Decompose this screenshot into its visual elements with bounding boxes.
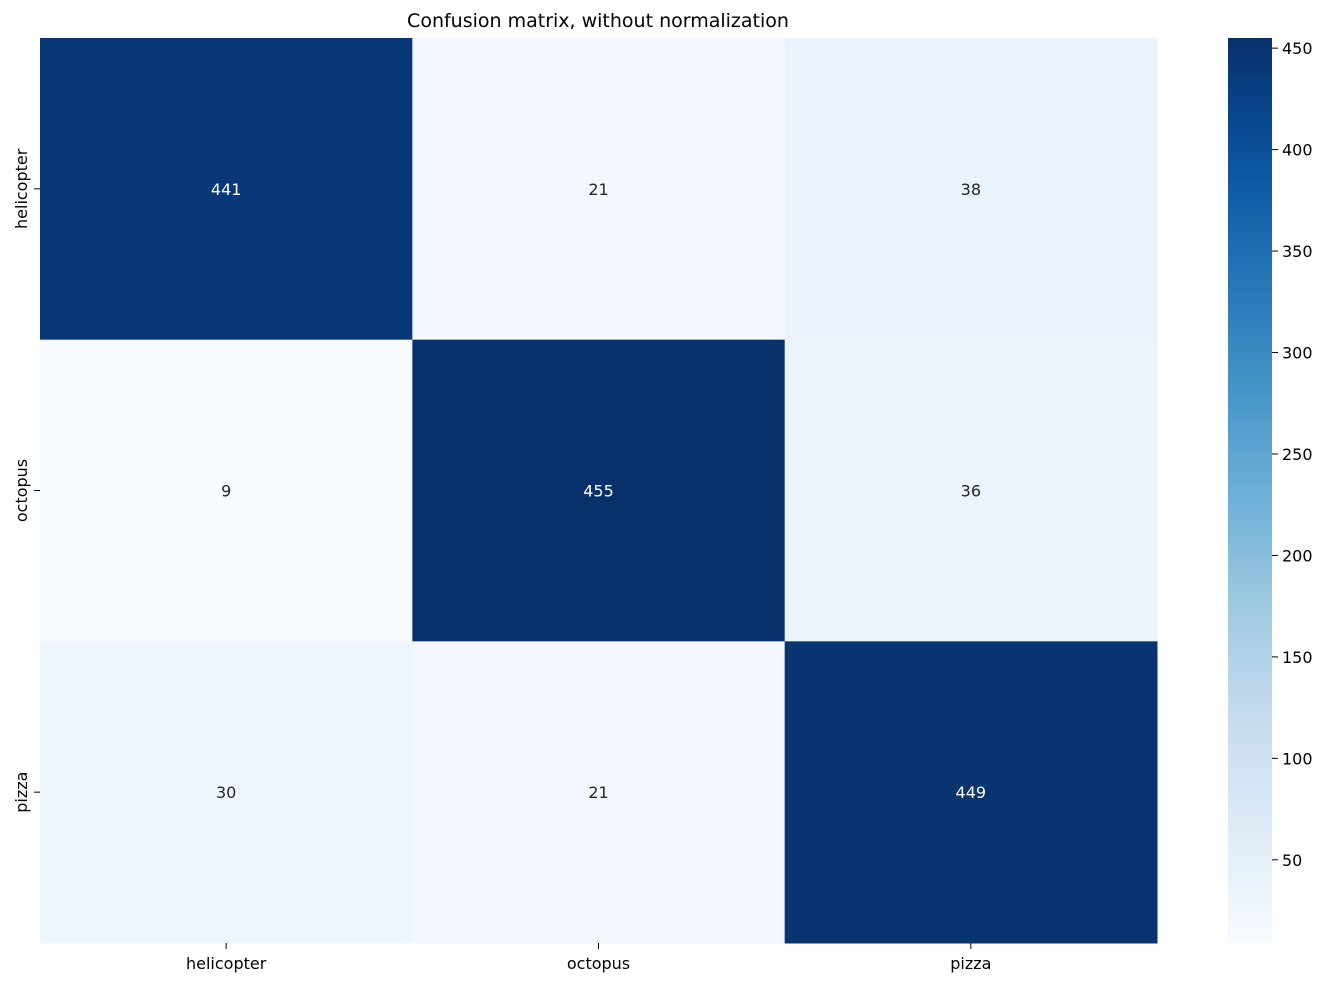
heatmap-cell-helicopter-pizza xyxy=(784,38,1158,341)
y-tick-label-octopus: octopus xyxy=(12,459,31,522)
colorbar-tick-label-300: 300 xyxy=(1282,344,1313,363)
heatmap-cells: 441 21 38 9 455 36 30 21 449 xyxy=(40,38,1158,944)
colorbar-tick-label-350: 350 xyxy=(1282,242,1313,261)
heatmap-cell-pizza-helicopter xyxy=(40,641,413,944)
x-tick-label-helicopter: helicopter xyxy=(186,954,267,973)
x-axis: helicopter octopus pizza xyxy=(186,943,991,973)
colorbar-gradient xyxy=(1228,38,1272,943)
cell-value-octopus-helicopter: 9 xyxy=(221,482,231,501)
y-axis: helicopter octopus pizza xyxy=(12,148,40,813)
cell-value-pizza-octopus: 21 xyxy=(588,783,608,802)
colorbar-tick-label-150: 150 xyxy=(1282,648,1313,667)
heatmap-cell-helicopter-octopus xyxy=(412,38,786,341)
cell-value-pizza-helicopter: 30 xyxy=(216,783,236,802)
cell-value-octopus-octopus: 455 xyxy=(583,482,614,501)
heatmap-cell-helicopter-helicopter xyxy=(40,38,413,341)
heatmap-cell-octopus-helicopter xyxy=(40,339,413,642)
colorbar-tick-label-100: 100 xyxy=(1282,749,1313,768)
heatmap-cell-octopus-octopus xyxy=(412,339,786,642)
colorbar-tick-label-250: 250 xyxy=(1282,445,1313,464)
cell-value-pizza-pizza: 449 xyxy=(956,783,987,802)
y-tick-label-pizza: pizza xyxy=(12,772,31,813)
colorbar-tick-label-200: 200 xyxy=(1282,546,1313,565)
chart-title: Confusion matrix, without normalization xyxy=(407,10,789,32)
cell-value-octopus-pizza: 36 xyxy=(961,482,981,501)
colorbar-tick-label-50: 50 xyxy=(1282,851,1302,870)
cell-value-helicopter-helicopter: 441 xyxy=(211,180,242,199)
y-tick-label-helicopter: helicopter xyxy=(12,148,31,229)
cell-value-helicopter-octopus: 21 xyxy=(588,180,608,199)
cell-value-helicopter-pizza: 38 xyxy=(961,180,981,199)
colorbar-tick-label-450: 450 xyxy=(1282,39,1313,58)
x-tick-label-octopus: octopus xyxy=(567,954,630,973)
heatmap-cell-octopus-pizza xyxy=(784,339,1158,642)
heatmap-cell-pizza-octopus xyxy=(412,641,786,944)
colorbar-tick-label-400: 400 xyxy=(1282,141,1313,160)
heatmap-cell-pizza-pizza xyxy=(784,641,1158,944)
colorbar: 50 100 150 200 250 300 350 400 450 xyxy=(1228,38,1313,943)
x-tick-label-pizza: pizza xyxy=(950,954,991,973)
